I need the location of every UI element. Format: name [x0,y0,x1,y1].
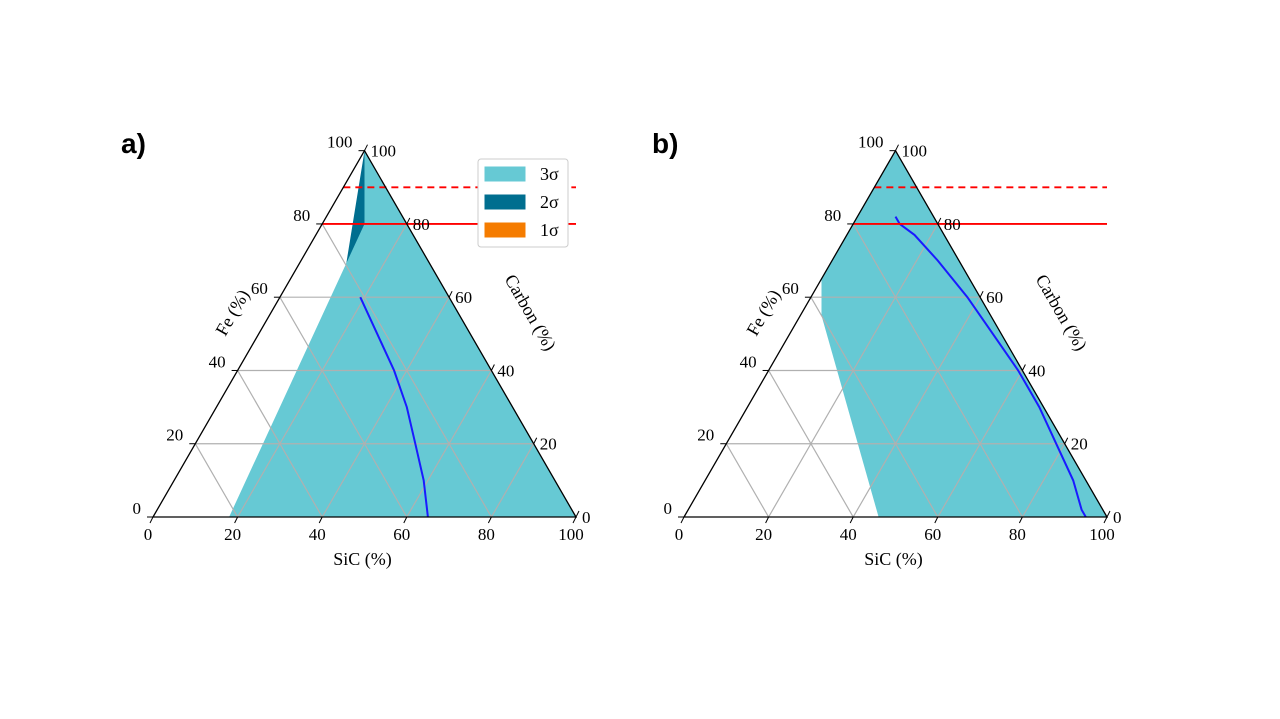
tick-label-carbon: 60 [986,288,1003,307]
tick-label-carbon: 80 [413,215,430,234]
tick-label-sic: 100 [558,525,584,544]
tick-label-carbon: 100 [371,142,397,161]
tick-label-sic: 20 [224,525,241,544]
tick-label-fe: 100 [858,133,884,152]
legend-swatch-sigma3 [484,166,526,182]
legend: 3σ 2σ 1σ [477,158,569,248]
legend-label: 3σ [540,164,559,184]
legend-swatch-sigma1 [484,222,526,238]
tick-label-fe: 60 [251,279,268,298]
tick-mark [680,516,685,524]
tick-label-fe: 80 [824,206,841,225]
tick-label-sic: 60 [924,525,941,544]
tick-mark [364,144,368,151]
tick-label-fe: 40 [209,352,226,371]
triangle-frame [682,149,1109,518]
tick-label-sic: 80 [478,525,495,544]
tick-mark [895,144,899,151]
grid-line-sic [852,296,981,517]
tick-mark [234,516,239,524]
tick-mark [1106,510,1111,518]
best-fit-line [359,296,429,517]
tick-label-sic: 0 [144,525,153,544]
tick-mark [149,516,154,524]
legend-label: 1σ [540,220,559,240]
tick-label-sic: 0 [675,525,684,544]
panel-b: 0 20 40 60 80 100020406080100020406080100SiC … [652,128,1122,570]
tick-label-carbon: 0 [1113,508,1122,527]
region-sigma3 [821,150,1107,517]
tick-label-fe: 80 [293,206,310,225]
axis-title-fe: Fe (%) [211,286,254,339]
tick-label-carbon: 20 [1071,435,1088,454]
tick-label-fe: 0 [133,499,142,518]
axis-title-sic: SiC (%) [333,549,392,570]
tick-mark [1103,516,1108,524]
grid-line-carbon [194,443,239,517]
grid-line-sic [406,370,492,517]
tick-mark [937,217,942,225]
legend-swatch-sigma2 [484,194,526,210]
grid-line-sic [1021,443,1066,517]
tick-label-fe: 40 [740,352,757,371]
tick-mark [572,516,577,524]
tick-label-fe: 100 [327,133,353,152]
tick-label-carbon: 20 [540,435,557,454]
grid-line-carbon [725,443,770,517]
tick-label-carbon: 0 [582,508,591,527]
tick-mark [490,364,495,371]
tick-mark [448,290,453,298]
tick-label-sic: 80 [1009,525,1026,544]
grid-line-carbon [279,296,408,517]
panel-label: b) [652,128,678,159]
tick-mark [1018,516,1023,524]
tick-mark [318,516,323,524]
tick-label-carbon: 80 [944,215,961,234]
tick-mark [934,516,939,524]
grid-line-sic [937,370,1023,517]
triangle-frame [151,149,578,518]
tick-label-fe: 20 [697,426,714,445]
tick-label-carbon: 40 [1028,361,1045,380]
legend-label: 2σ [540,192,559,212]
grid-line-carbon [768,370,854,517]
axis-title-sic: SiC (%) [864,549,923,570]
tick-mark [765,516,770,524]
grid-line-sic [321,296,450,517]
axis-title-carbon: Carbon (%) [1031,271,1091,355]
tick-label-carbon: 60 [455,288,472,307]
tick-label-sic: 60 [393,525,410,544]
tick-mark [403,516,408,524]
tick-label-fe: 60 [782,279,799,298]
tick-mark [1064,437,1069,444]
plot-area [725,150,1107,517]
tick-mark [849,516,854,524]
best-fit-line [894,216,1087,517]
tick-label-sic: 40 [840,525,857,544]
tick-mark [1021,364,1026,371]
axis-title-carbon: Carbon (%) [500,271,560,355]
tick-label-sic: 100 [1089,525,1115,544]
tick-mark [979,290,984,298]
grid-line-carbon [810,296,939,517]
tick-label-fe: 0 [664,499,673,518]
grid-line-sic [490,443,535,517]
grid-line-carbon [237,370,323,517]
tick-label-sic: 40 [309,525,326,544]
tick-label-fe: 20 [166,426,183,445]
tick-mark [487,516,492,524]
tick-label-carbon: 100 [902,142,928,161]
axis-title-fe: Fe (%) [742,286,785,339]
tick-label-carbon: 40 [497,361,514,380]
panel-label: a) [121,128,146,159]
tick-label-sic: 20 [755,525,772,544]
tick-mark [406,217,411,225]
tick-mark [533,437,538,444]
tick-mark [575,510,580,518]
